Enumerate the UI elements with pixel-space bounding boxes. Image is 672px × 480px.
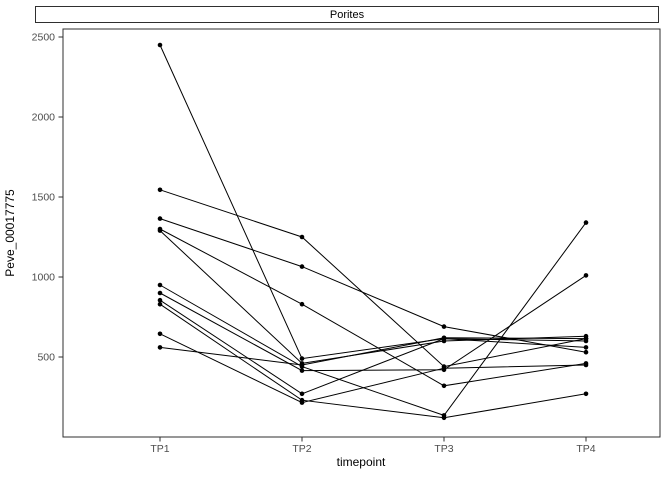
data-point xyxy=(583,391,589,397)
panel-border xyxy=(62,28,661,438)
y-tick-label: 2500 xyxy=(32,32,56,44)
facet-strip: Porites xyxy=(35,6,659,23)
y-tick-label: 2000 xyxy=(32,112,56,124)
data-point xyxy=(157,216,163,221)
data-point xyxy=(299,234,305,240)
data-point xyxy=(441,335,447,341)
data-point xyxy=(583,345,589,350)
x-axis-title: timepoint xyxy=(337,455,386,469)
data-point xyxy=(299,301,305,307)
x-tick-label: TP3 xyxy=(434,443,453,455)
series-line xyxy=(159,189,587,368)
data-point xyxy=(299,391,305,397)
data-point xyxy=(441,365,447,371)
data-point xyxy=(583,220,589,225)
data-point xyxy=(299,400,305,405)
series-line xyxy=(159,44,587,360)
data-point xyxy=(157,301,163,307)
data-point xyxy=(441,324,447,329)
x-tick-label: TP2 xyxy=(292,443,311,455)
y-tick-label: 1000 xyxy=(32,272,56,284)
data-point xyxy=(157,282,163,288)
data-point xyxy=(299,362,305,368)
data-point xyxy=(299,264,305,269)
plot-area: 500 1000 1500 2000 2500 TP1 TP2 TP3 TP4 xyxy=(32,28,661,455)
series-line xyxy=(159,228,587,387)
series-line xyxy=(159,274,587,372)
x-tick-label: TP1 xyxy=(150,443,169,455)
data-point xyxy=(299,356,305,361)
data-point xyxy=(583,273,589,278)
data-point xyxy=(583,336,589,341)
series-line xyxy=(159,303,587,419)
series-line xyxy=(159,333,587,404)
series-line xyxy=(159,218,587,353)
y-tick-label: 1500 xyxy=(32,192,56,204)
data-point xyxy=(441,415,447,421)
data-point xyxy=(299,368,305,373)
y-axis-title: Peve_00017775 xyxy=(3,189,17,277)
series-line xyxy=(159,299,587,395)
data-point xyxy=(441,383,447,389)
data-point xyxy=(157,187,163,193)
data-point xyxy=(157,297,163,303)
x-tick-label: TP4 xyxy=(576,443,595,455)
data-point xyxy=(583,349,589,355)
facet-title: Porites xyxy=(329,8,365,21)
y-tick-label: 500 xyxy=(37,352,55,364)
data-point xyxy=(157,331,163,337)
data-point xyxy=(157,290,163,296)
series-line xyxy=(159,222,587,416)
data-point xyxy=(157,42,163,48)
series-line xyxy=(159,337,587,366)
data-point xyxy=(583,362,589,368)
data-point xyxy=(157,228,163,233)
data-point xyxy=(157,345,163,350)
